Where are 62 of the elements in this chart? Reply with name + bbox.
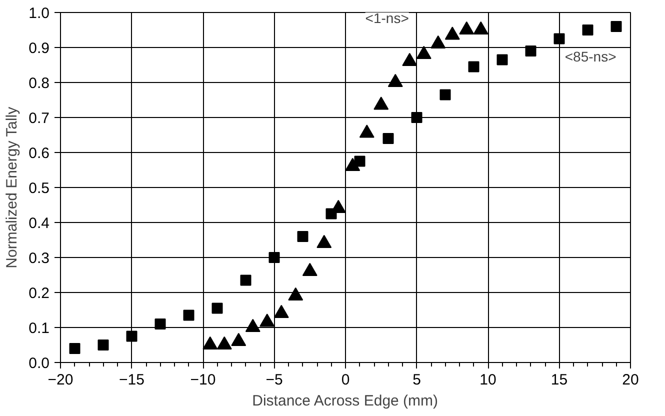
y-tick-label: 0.4: [28, 215, 50, 232]
y-tick-label: 0.2: [28, 285, 50, 302]
point: [459, 21, 474, 35]
y-tick-label: 0.7: [28, 110, 50, 127]
point: [69, 343, 80, 354]
point: [216, 336, 232, 350]
point: [154, 318, 166, 330]
point: [288, 287, 304, 301]
point: [388, 74, 403, 88]
point: [98, 340, 109, 350]
point: [374, 96, 389, 110]
x-tick-label: −15: [119, 372, 144, 388]
point: [444, 26, 460, 40]
point: [183, 310, 194, 321]
point: [582, 24, 594, 36]
y-tick-label: 0.0: [28, 355, 50, 372]
x-tick-label: −20: [48, 372, 74, 388]
x-tick-label: 5: [412, 372, 421, 388]
y-tick-label: 0.3: [28, 250, 50, 267]
point: [430, 35, 446, 49]
point: [345, 158, 360, 172]
point: [260, 314, 275, 327]
point: [354, 156, 366, 167]
x-tick-label: 10: [480, 372, 496, 388]
point: [554, 33, 565, 44]
y-axis-title: Normalized Energy Tally: [4, 106, 21, 268]
point: [274, 304, 289, 318]
x-tick-label: 20: [622, 372, 639, 388]
point: [416, 46, 432, 60]
point: [525, 46, 536, 56]
point: [316, 234, 332, 248]
point: [212, 302, 223, 314]
point: [245, 318, 260, 332]
y-tick-label: 0.1: [28, 320, 50, 337]
point: [268, 252, 280, 263]
point: [302, 262, 318, 276]
x-tick-label: −5: [266, 372, 283, 388]
series-label: <85-ns>: [564, 48, 616, 64]
point: [297, 231, 308, 242]
y-tick-label: 0.5: [28, 180, 50, 197]
point: [496, 54, 508, 66]
x-tick-label: 15: [550, 372, 568, 388]
point: [411, 112, 422, 123]
point: [468, 61, 480, 72]
y-tick-label: 0.8: [28, 75, 50, 92]
point: [382, 133, 394, 144]
point: [126, 330, 138, 342]
point: [240, 274, 252, 286]
y-tick-label: 0.9: [28, 40, 50, 57]
point: [610, 21, 622, 32]
point: [402, 52, 418, 66]
series-label: <1-ns>: [365, 10, 409, 26]
point: [231, 332, 246, 346]
point: [359, 124, 374, 138]
point: [440, 89, 451, 100]
x-axis-title: Distance Across Edge (mm): [252, 392, 438, 410]
x-tick-label: 0: [341, 372, 350, 388]
y-tick-label: 0.6: [28, 145, 50, 162]
x-tick-label: −10: [190, 372, 216, 388]
point: [202, 336, 218, 350]
point: [473, 21, 488, 35]
y-tick-label: 1.0: [28, 5, 50, 22]
